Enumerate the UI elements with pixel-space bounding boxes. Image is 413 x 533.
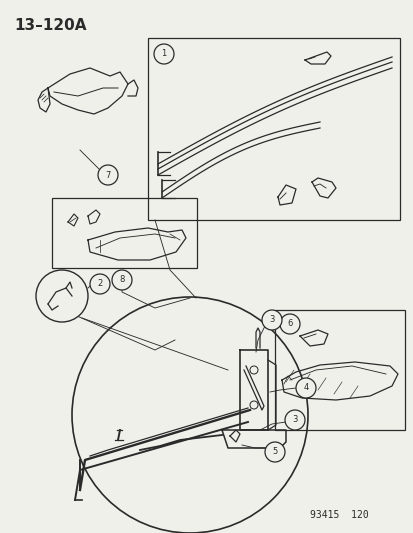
Circle shape (90, 274, 110, 294)
Text: 7: 7 (105, 171, 110, 180)
Text: 3: 3 (292, 416, 297, 424)
Bar (147, 38, 399, 220)
Text: 8: 8 (119, 276, 124, 285)
Circle shape (261, 310, 281, 330)
Circle shape (98, 165, 118, 185)
Circle shape (264, 442, 284, 462)
Text: 93415  120: 93415 120 (309, 510, 368, 520)
Text: 5: 5 (272, 448, 277, 456)
Text: 2: 2 (97, 279, 102, 288)
Text: 1: 1 (161, 50, 166, 59)
Circle shape (284, 410, 304, 430)
Bar (52, 198, 197, 268)
Text: 6: 6 (287, 319, 292, 328)
Text: 13–120A: 13–120A (14, 18, 86, 33)
Bar (274, 310, 404, 430)
Circle shape (112, 270, 132, 290)
Text: 3: 3 (269, 316, 274, 325)
Circle shape (295, 378, 315, 398)
Text: 4: 4 (303, 384, 308, 392)
Circle shape (279, 314, 299, 334)
Circle shape (36, 270, 88, 322)
Circle shape (154, 44, 173, 64)
